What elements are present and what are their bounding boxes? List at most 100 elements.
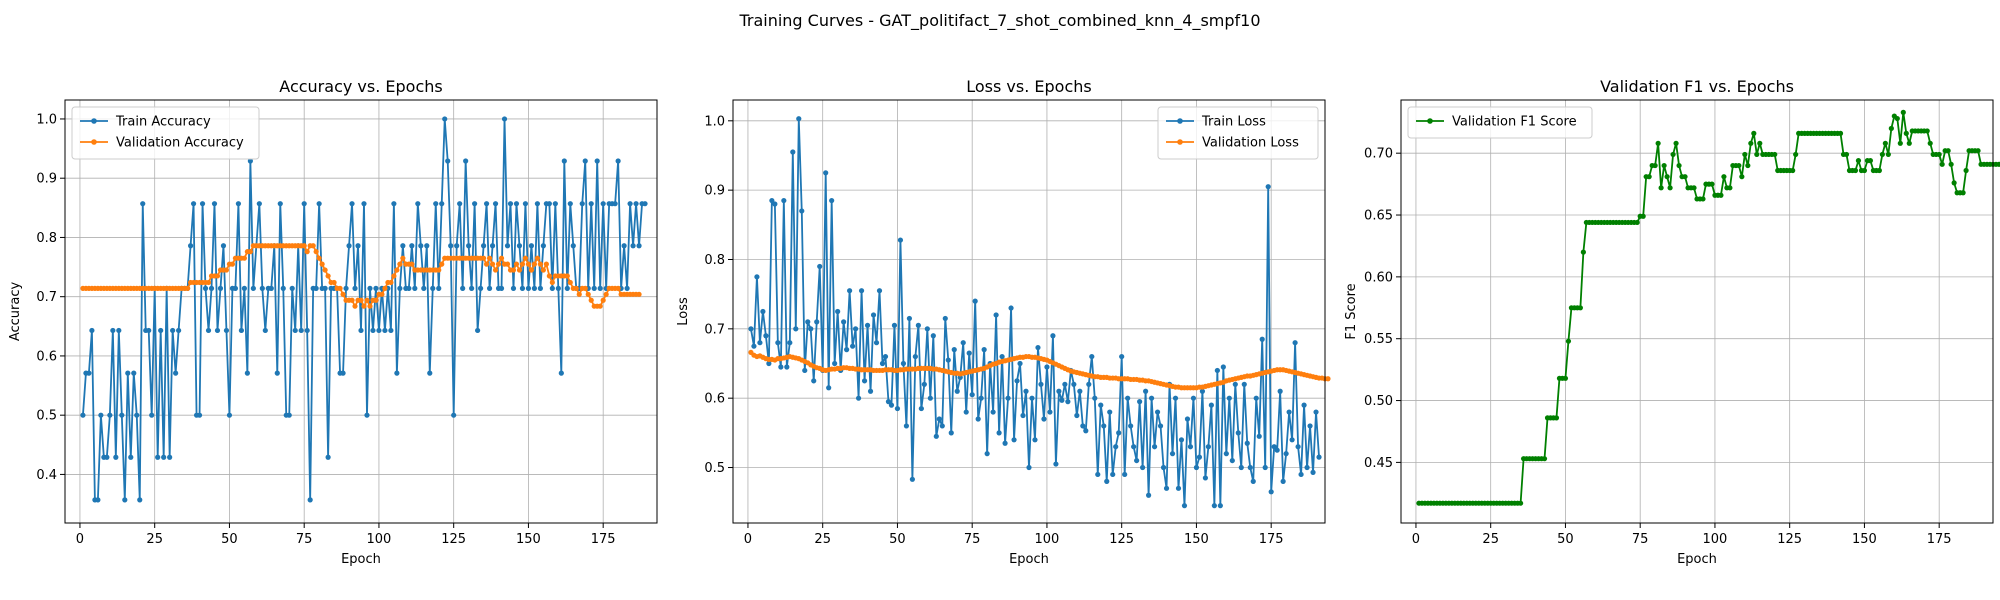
data-point (513, 261, 520, 267)
data-point (310, 243, 316, 249)
data-point (489, 261, 496, 267)
data-point (552, 201, 558, 207)
y-tick-label: 0.8 (36, 231, 57, 246)
data-point (1211, 503, 1217, 509)
data-point (951, 347, 957, 353)
data-point (214, 327, 221, 334)
data-point (576, 291, 582, 297)
data-point (1041, 416, 1047, 422)
data-point (1518, 500, 1524, 506)
data-point (1852, 167, 1859, 174)
data-point (113, 454, 119, 460)
data-point (170, 327, 176, 334)
series-markers (748, 116, 1322, 509)
data-point (948, 430, 954, 436)
data-point (1053, 461, 1059, 467)
y-tick-label: 0.9 (36, 172, 57, 187)
y-tick-label: 0.60 (1364, 270, 1393, 285)
data-point (1014, 378, 1020, 384)
data-point (600, 297, 606, 303)
data-point (158, 327, 164, 334)
data-point (1885, 151, 1891, 158)
data-point (1772, 151, 1778, 158)
x-tick-label: 175 (1927, 532, 1952, 547)
x-tick-label: 150 (516, 532, 541, 547)
data-point (1876, 167, 1882, 174)
data-point (960, 340, 966, 346)
data-point (570, 243, 576, 249)
data-point (286, 412, 292, 418)
data-point (352, 285, 358, 291)
data-point (439, 201, 445, 207)
data-point (900, 360, 907, 367)
data-point (1790, 167, 1796, 174)
data-point (1241, 381, 1247, 387)
data-point (495, 261, 502, 267)
data-point (1894, 115, 1900, 122)
data-point (196, 412, 203, 418)
data-point (549, 279, 555, 286)
data-point (1205, 444, 1211, 450)
data-point (247, 158, 253, 164)
data-point (1250, 478, 1256, 484)
data-point (954, 388, 960, 394)
data-point (504, 261, 511, 267)
data-point (876, 288, 883, 294)
data-point (588, 201, 594, 207)
data-point (912, 353, 918, 360)
data-point (1658, 185, 1664, 191)
loss-chart: 0 25 50 75 100 125 150 175 0.5 0.6 0.7 0.8 0.9 1.0 Los… (676, 77, 1331, 567)
data-point (388, 279, 394, 286)
legend-validation-loss: Validation Loss (1166, 136, 1299, 151)
data-point (418, 243, 424, 249)
data-point (250, 285, 256, 291)
data-point (256, 201, 262, 207)
data-point (1298, 471, 1304, 478)
chart-title: Validation F1 vs. Epochs (1600, 77, 1794, 96)
data-point (1005, 395, 1011, 401)
data-point (567, 201, 573, 207)
data-point (594, 158, 600, 164)
data-point (993, 312, 999, 318)
data-point (1939, 161, 1945, 167)
data-point (1661, 162, 1667, 169)
data-point (358, 297, 364, 303)
y-axis-label: Loss (676, 297, 691, 326)
data-point (525, 285, 532, 291)
data-point (1143, 388, 1149, 394)
data-point (211, 201, 218, 207)
data-point (510, 285, 517, 291)
data-point (513, 201, 520, 207)
data-point (226, 412, 233, 418)
data-point (1253, 395, 1259, 401)
data-point (549, 285, 555, 291)
data-point (486, 285, 493, 291)
data-point (241, 255, 247, 261)
data-point (858, 288, 865, 294)
data-point (624, 285, 630, 291)
data-point (906, 315, 913, 322)
data-point (1131, 444, 1137, 450)
y-tick-label: 0.7 (704, 322, 725, 337)
data-point (564, 285, 570, 291)
data-point (927, 395, 933, 401)
data-point (492, 201, 499, 207)
data-point (561, 158, 567, 164)
data-point (1867, 158, 1874, 164)
data-point (466, 243, 472, 249)
data-point (1134, 457, 1140, 464)
x-tick-label: 50 (889, 532, 906, 547)
data-point (277, 201, 283, 207)
data-point (391, 273, 397, 279)
data-point (1160, 464, 1167, 471)
data-point (1217, 503, 1223, 509)
data-point (313, 249, 319, 255)
data-point (1262, 464, 1268, 471)
data-point (1071, 381, 1077, 387)
data-point (1092, 395, 1098, 401)
data-point (1745, 162, 1751, 169)
data-point (1727, 185, 1733, 191)
data-point (223, 267, 230, 273)
data-point (1035, 344, 1041, 351)
data-point (1751, 130, 1757, 136)
